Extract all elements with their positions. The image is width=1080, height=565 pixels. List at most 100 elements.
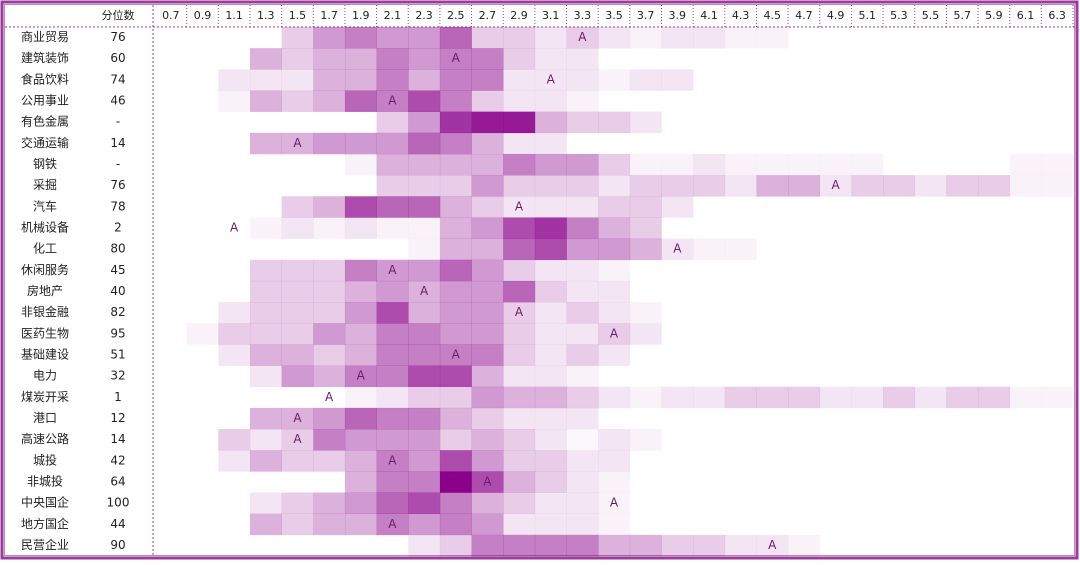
heat-cell bbox=[598, 408, 630, 429]
heat-cell bbox=[724, 238, 757, 261]
heat-cell bbox=[820, 90, 852, 111]
heat-cell bbox=[693, 260, 725, 281]
heat-cell bbox=[598, 175, 631, 197]
heat-cell bbox=[661, 471, 693, 492]
heat-cell bbox=[1041, 133, 1073, 154]
heat-cell bbox=[1010, 366, 1042, 387]
heat-cell bbox=[218, 281, 250, 302]
heat-cell bbox=[218, 323, 251, 345]
current-marker: A bbox=[293, 411, 302, 425]
heat-cell bbox=[376, 217, 409, 239]
row-name: 有色金属 bbox=[21, 114, 69, 129]
heat-cell bbox=[439, 153, 472, 176]
heat-cell bbox=[756, 260, 788, 281]
heat-cell bbox=[978, 175, 1010, 197]
heat-cell bbox=[693, 386, 726, 409]
current-marker: A bbox=[515, 199, 524, 213]
heat-cell bbox=[820, 69, 852, 90]
heat-cell bbox=[946, 175, 979, 197]
heat-cell bbox=[756, 112, 788, 133]
heat-cell bbox=[187, 366, 219, 387]
heat-cell bbox=[915, 302, 947, 323]
heat-cell bbox=[883, 386, 916, 409]
heat-cell bbox=[503, 196, 536, 218]
percentile: 44 bbox=[110, 517, 125, 531]
heat-cell bbox=[344, 48, 377, 70]
heat-cell bbox=[756, 386, 789, 409]
row-name: 民营企业 bbox=[21, 537, 69, 552]
heat-cell bbox=[598, 153, 631, 176]
heat-cell bbox=[851, 302, 883, 323]
heat-cell bbox=[503, 471, 536, 493]
heat-cell bbox=[282, 387, 314, 408]
heat-cell bbox=[408, 323, 441, 345]
heat-cell bbox=[187, 239, 219, 260]
current-marker: A bbox=[293, 432, 302, 446]
heat-cell bbox=[566, 175, 599, 197]
heat-cell bbox=[725, 90, 757, 111]
heat-cell bbox=[851, 196, 883, 217]
heat-cell bbox=[629, 323, 662, 345]
heat-cell bbox=[661, 514, 693, 535]
heat-cell bbox=[851, 133, 883, 154]
heat-cell bbox=[756, 175, 789, 197]
heat-cell bbox=[883, 239, 915, 260]
heat-cell bbox=[883, 450, 915, 471]
heat-cell bbox=[376, 90, 409, 112]
heat-cell bbox=[883, 514, 915, 535]
heat-cell bbox=[439, 344, 472, 366]
heat-cell bbox=[534, 344, 567, 366]
heat-cell bbox=[851, 281, 883, 302]
heat-cell bbox=[313, 154, 345, 175]
heat-cell bbox=[376, 323, 409, 345]
heat-cell bbox=[1010, 48, 1042, 69]
heat-cell bbox=[377, 535, 409, 556]
heat-cell bbox=[534, 69, 567, 91]
heat-cell bbox=[756, 471, 788, 492]
current-marker: A bbox=[831, 178, 840, 192]
heat-cell bbox=[851, 323, 883, 344]
heat-cell bbox=[344, 513, 377, 536]
heat-cell bbox=[693, 408, 725, 429]
heat-cell bbox=[978, 323, 1010, 344]
heat-cell bbox=[851, 260, 883, 281]
heat-cell bbox=[218, 514, 250, 535]
heat-cell bbox=[915, 429, 947, 450]
heat-cell bbox=[313, 196, 346, 218]
heat-cell bbox=[820, 514, 852, 535]
heat-cell bbox=[1010, 450, 1042, 471]
row-name: 汽车 bbox=[33, 198, 57, 213]
heat-cell bbox=[471, 238, 504, 261]
heat-cell bbox=[883, 217, 915, 238]
heat-cell bbox=[788, 90, 820, 111]
heat-cell bbox=[155, 239, 187, 260]
heat-cell bbox=[946, 27, 978, 48]
row-name: 钢铁 bbox=[33, 157, 57, 171]
heat-cell bbox=[851, 535, 883, 556]
heat-cell bbox=[788, 344, 820, 365]
heat-cell bbox=[788, 239, 820, 260]
heat-cell bbox=[629, 302, 662, 324]
heat-cell bbox=[851, 153, 884, 176]
heat-cell bbox=[439, 90, 472, 112]
heat-cell bbox=[851, 429, 883, 450]
heat-cell bbox=[187, 471, 219, 492]
heat-cell bbox=[1041, 408, 1073, 429]
current-marker: A bbox=[452, 347, 461, 361]
column-label: 5.3 bbox=[890, 9, 908, 22]
heat-cell bbox=[408, 492, 441, 514]
column-label: 5.9 bbox=[985, 9, 1003, 22]
current-marker: A bbox=[388, 94, 397, 108]
heat-cell bbox=[978, 429, 1010, 450]
heat-cell bbox=[851, 471, 883, 492]
heat-cell bbox=[155, 260, 187, 281]
heat-cell bbox=[155, 471, 187, 492]
heat-cell bbox=[915, 260, 947, 281]
heat-cell bbox=[471, 175, 504, 197]
heat-cell bbox=[313, 27, 346, 49]
heat-cell bbox=[503, 513, 536, 536]
heat-cell bbox=[946, 366, 978, 387]
column-label: 2.5 bbox=[447, 9, 465, 22]
heat-cell bbox=[281, 132, 314, 155]
column-label: 1.3 bbox=[257, 9, 275, 22]
